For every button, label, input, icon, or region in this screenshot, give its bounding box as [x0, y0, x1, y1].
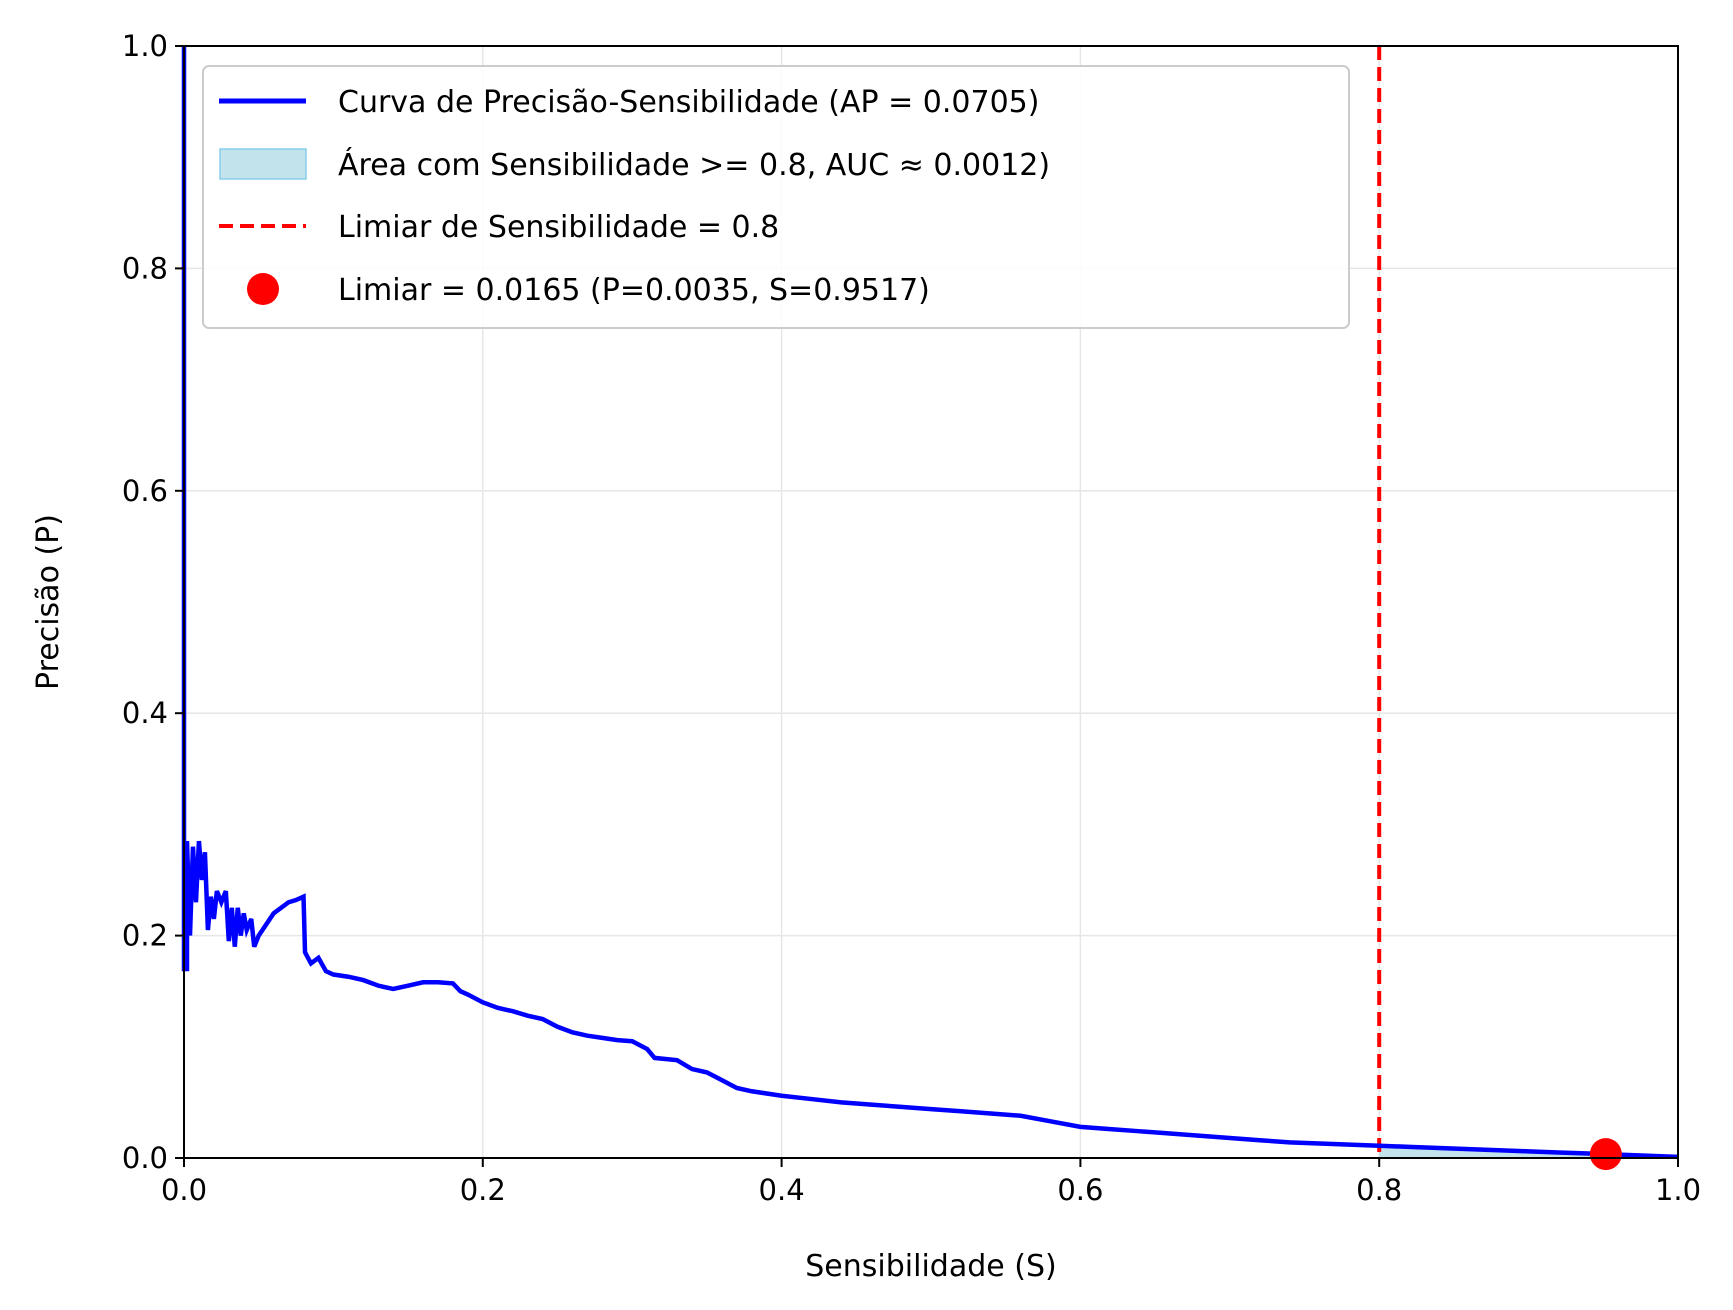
- x-axis-label: Sensibilidade (S): [805, 1249, 1056, 1284]
- x-tick-label: 0.2: [460, 1173, 506, 1207]
- legend-marker-swatch: [247, 273, 279, 305]
- legend-entry: Limiar de Sensibilidade = 0.8: [219, 210, 779, 245]
- legend-area-swatch: [219, 148, 307, 180]
- y-tick-label: 0.6: [122, 474, 168, 508]
- y-tick-label: 1.0: [122, 29, 168, 63]
- x-tick-label: 0.0: [161, 1173, 207, 1207]
- x-axis-ticks: 0.0 0.2 0.4 0.6 0.8 1.0: [161, 1158, 1701, 1207]
- legend-label: Limiar = 0.0165 (P=0.0035, S=0.9517): [338, 273, 930, 308]
- legend-label: Área com Sensibilidade >= 0.8, AUC ≈ 0.0…: [338, 147, 1050, 183]
- y-axis-label: Precisão (P): [31, 514, 66, 690]
- y-tick-label: 0.4: [122, 696, 168, 730]
- y-axis-ticks: 0.0 0.2 0.4 0.6 0.8 1.0: [122, 29, 184, 1175]
- optimal-threshold-marker: [1589, 1138, 1622, 1171]
- curve-layer: [181, 46, 1679, 1160]
- legend-entry: Limiar = 0.0165 (P=0.0035, S=0.9517): [247, 273, 930, 308]
- x-tick-label: 0.6: [1057, 1173, 1103, 1207]
- x-tick-label: 0.8: [1356, 1173, 1402, 1207]
- x-tick-label: 1.0: [1655, 1173, 1701, 1207]
- plot-frame: [183, 45, 1679, 1159]
- legend-box: [202, 65, 1350, 329]
- y-tick-label: 0.0: [122, 1141, 168, 1175]
- precision-recall-curve: [181, 46, 1679, 1160]
- y-tick-label: 0.8: [122, 251, 168, 285]
- legend-label: Curva de Precisão-Sensibilidade (AP = 0.…: [338, 85, 1039, 120]
- marker-layer: [1589, 1138, 1622, 1171]
- x-tick-label: 0.4: [759, 1173, 805, 1207]
- legend-entry: Curva de Precisão-Sensibilidade (AP = 0.…: [219, 85, 1039, 120]
- legend-label: Limiar de Sensibilidade = 0.8: [338, 210, 779, 245]
- legend-entry: Área com Sensibilidade >= 0.8, AUC ≈ 0.0…: [219, 147, 1050, 183]
- legend: Curva de Precisão-Sensibilidade (AP = 0.…: [202, 65, 1350, 329]
- y-tick-label: 0.2: [122, 919, 168, 953]
